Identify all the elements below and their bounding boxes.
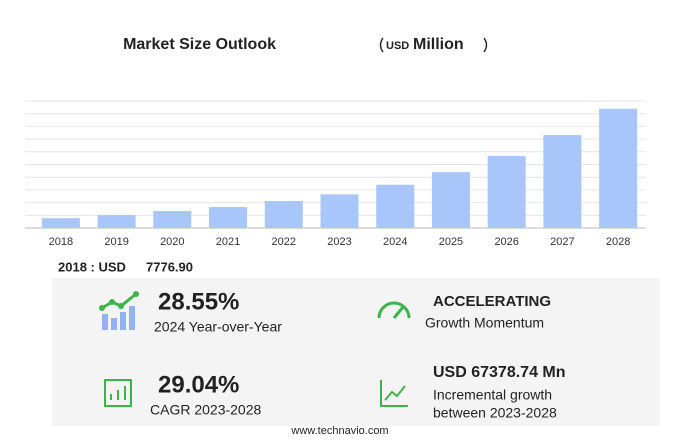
- x-tick-label: 2020: [160, 236, 184, 248]
- paren: [483, 37, 488, 53]
- growth-icon: [99, 291, 139, 330]
- x-tick-label: 2019: [104, 236, 128, 248]
- bar: [209, 207, 248, 228]
- base-value: 7776.90: [146, 259, 193, 274]
- x-tick-label: 2021: [216, 236, 240, 248]
- kpi-panel: [52, 278, 660, 426]
- bar: [97, 215, 136, 228]
- x-tick-label: 2025: [439, 236, 463, 248]
- x-tick-label: 2024: [383, 236, 407, 248]
- kpi-value: 28.55%: [158, 288, 239, 315]
- gauge-icon: [377, 301, 411, 319]
- paren: [379, 37, 384, 53]
- kpi-label: Growth Momentum: [425, 315, 544, 331]
- base-label: 2018 : USD: [58, 259, 126, 274]
- kpi-label: Incremental growth: [433, 387, 552, 403]
- bar: [543, 135, 582, 228]
- bar: [599, 108, 638, 228]
- incremental-icon: [380, 380, 408, 407]
- x-tick-label: 2023: [327, 236, 351, 248]
- bar: [376, 184, 415, 228]
- bar: [153, 210, 192, 228]
- kpi-label: 2024 Year-over-Year: [154, 319, 282, 335]
- kpi-value: USD 67378.74 Mn: [433, 364, 566, 381]
- kpi-label: between 2023-2028: [433, 405, 557, 421]
- x-tick-label: 2022: [272, 236, 296, 248]
- kpi-value: ACCELERATING: [433, 293, 551, 310]
- footer: www.technavio.com: [290, 425, 388, 437]
- bar: [264, 201, 303, 228]
- cagr-icon: [104, 379, 132, 407]
- x-tick-label: 2018: [49, 236, 73, 248]
- kpi-label: CAGR 2023-2028: [150, 402, 262, 418]
- bar: [431, 172, 470, 228]
- kpi-value: 29.04%: [158, 371, 239, 398]
- x-tick-label: 2026: [494, 236, 518, 248]
- bar: [41, 218, 80, 228]
- plot: 2018 2019 2020 2021 2022 2023 2024 2025 2026 2027…: [25, 100, 646, 248]
- unit-label: Million: [413, 36, 464, 53]
- x-tick-label: 2027: [550, 236, 574, 248]
- unit-currency: USD: [386, 40, 409, 52]
- chart-title: Market Size Outlook: [123, 36, 276, 53]
- bar: [320, 194, 359, 228]
- bar: [487, 155, 526, 228]
- x-tick-label: 2028: [606, 236, 630, 248]
